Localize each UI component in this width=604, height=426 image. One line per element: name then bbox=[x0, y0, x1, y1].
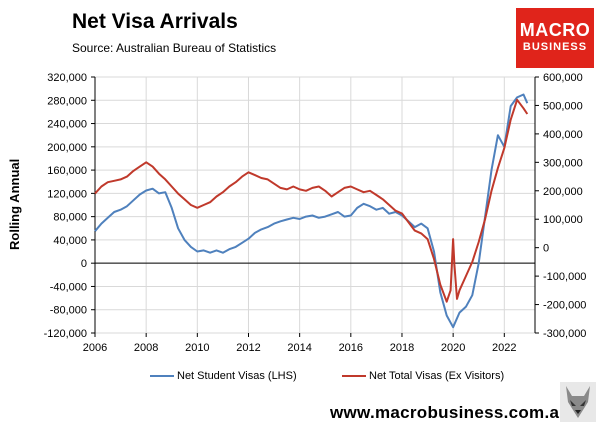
right-tick-label: 300,000 bbox=[543, 157, 583, 169]
left-tick-label: 120,000 bbox=[47, 188, 87, 200]
left-tick-label: 40,000 bbox=[53, 235, 87, 247]
series-line-student bbox=[94, 93, 529, 329]
x-tick-label: 2022 bbox=[492, 342, 516, 354]
right-tick-label: 100,000 bbox=[543, 214, 583, 226]
legend-swatch-student bbox=[150, 375, 174, 378]
x-tick-label: 2020 bbox=[441, 342, 465, 354]
series-layer bbox=[94, 93, 529, 329]
right-tick-label: 600,000 bbox=[543, 72, 583, 84]
wolf-icon bbox=[560, 382, 596, 422]
series-line-total bbox=[94, 98, 529, 303]
right-tick-label: 400,000 bbox=[543, 129, 583, 141]
left-tick-label: 160,000 bbox=[47, 165, 87, 177]
axis-layer bbox=[91, 76, 539, 337]
logo-line-1: MACRO bbox=[519, 20, 591, 40]
x-tick-label: 2012 bbox=[236, 342, 260, 354]
x-tick-label: 2016 bbox=[339, 342, 363, 354]
legend-item-total: Net Total Visas (Ex Visitors) bbox=[342, 370, 504, 382]
left-tick-label: 80,000 bbox=[53, 212, 87, 224]
x-tick-label: 2010 bbox=[185, 342, 209, 354]
logo-line-2: BUSINESS bbox=[522, 41, 588, 53]
legend-label-total: Net Total Visas (Ex Visitors) bbox=[369, 370, 505, 382]
right-tick-label: -200,000 bbox=[543, 300, 586, 312]
legend-item-student: Net Student Visas (LHS) bbox=[150, 370, 297, 382]
chart-source: Source: Australian Bureau of Statistics bbox=[72, 41, 277, 55]
left-tick-label: -80,000 bbox=[50, 305, 87, 317]
right-tick-label: -300,000 bbox=[543, 328, 586, 340]
x-tick-label: 2008 bbox=[134, 342, 158, 354]
grid-layer bbox=[94, 76, 535, 334]
legend-swatch-total bbox=[342, 375, 366, 378]
right-tick-label: 500,000 bbox=[543, 100, 583, 112]
chart-title: Net Visa Arrivals bbox=[72, 10, 238, 33]
right-tick-label: -100,000 bbox=[543, 271, 586, 283]
right-tick-label: 200,000 bbox=[543, 186, 583, 198]
macrobusiness-logo: MACRO BUSINESS bbox=[516, 8, 594, 68]
left-tick-label: 280,000 bbox=[47, 95, 87, 107]
legend-label-student: Net Student Visas (LHS) bbox=[177, 370, 297, 382]
x-tick-label: 2018 bbox=[390, 342, 414, 354]
tick-layer: 320,000 280,000 240,000 200,000 160,000 120,0… bbox=[44, 72, 587, 354]
left-tick-label: 0 bbox=[81, 258, 87, 270]
x-tick-label: 2006 bbox=[83, 342, 107, 354]
left-tick-label: 240,000 bbox=[47, 119, 87, 131]
left-tick-label: 200,000 bbox=[47, 142, 87, 154]
x-tick-label: 2014 bbox=[287, 342, 311, 354]
website-url[interactable]: www.macrobusiness.com.au bbox=[330, 403, 570, 422]
left-tick-label: -120,000 bbox=[44, 328, 87, 340]
right-tick-label: 0 bbox=[543, 243, 549, 255]
left-tick-label: 320,000 bbox=[47, 72, 87, 84]
left-tick-label: -40,000 bbox=[50, 281, 87, 293]
